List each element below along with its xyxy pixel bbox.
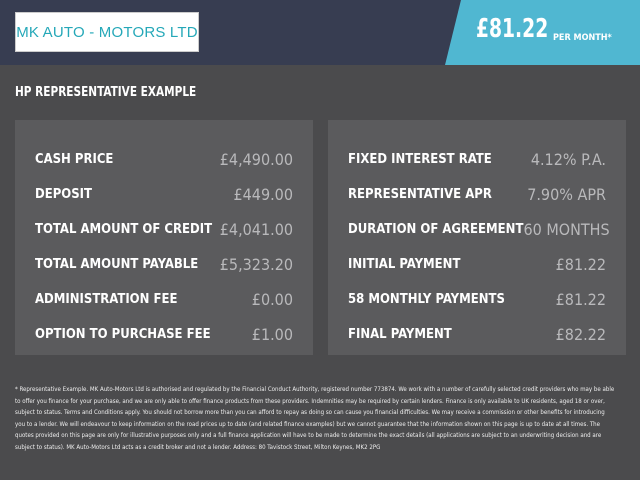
finance-row: CASH PRICE £4,490.00 — [15, 142, 313, 177]
finance-row: OPTION TO PURCHASE FEE £1.00 — [15, 317, 313, 352]
row-label: FIXED INTEREST RATE — [348, 152, 492, 167]
finance-row: TOTAL AMOUNT PAYABLE £5,323.20 — [15, 247, 313, 282]
row-value: £449.00 — [233, 185, 293, 204]
row-label: TOTAL AMOUNT OF CREDIT — [35, 222, 213, 237]
finance-row: FIXED INTEREST RATE 4.12% P.A. — [328, 142, 626, 177]
row-value: 7.90% APR — [527, 185, 606, 204]
finance-row: ADMINISTRATION FEE £0.00 — [15, 282, 313, 317]
finance-row: DEPOSIT £449.00 — [15, 177, 313, 212]
row-value: £81.22 — [555, 290, 606, 309]
finance-row: TOTAL AMOUNT OF CREDIT £4,041.00 — [15, 212, 313, 247]
finance-row: FINAL PAYMENT £82.22 — [328, 317, 626, 352]
finance-row: REPRESENTATIVE APR 7.90% APR — [328, 177, 626, 212]
row-value: £82.22 — [555, 325, 606, 344]
row-value: 4.12% P.A. — [530, 150, 606, 169]
row-value: £81.22 — [555, 255, 606, 274]
row-label: FINAL PAYMENT — [348, 327, 452, 342]
finance-details-right: FIXED INTEREST RATE 4.12% P.A. REPRESENTA… — [328, 120, 626, 355]
row-label: REPRESENTATIVE APR — [348, 187, 492, 202]
row-label: OPTION TO PURCHASE FEE — [35, 327, 211, 342]
row-label: INITIAL PAYMENT — [348, 257, 461, 272]
finance-row: INITIAL PAYMENT £81.22 — [328, 247, 626, 282]
row-value: £0.00 — [251, 290, 293, 309]
dealer-logo[interactable]: MK AUTO - MOTORS LTD — [15, 12, 199, 52]
row-label: DURATION OF AGREEMENT — [348, 222, 524, 237]
row-value: £1.00 — [251, 325, 293, 344]
row-label: CASH PRICE — [35, 152, 114, 167]
header: MK AUTO - MOTORS LTD £81.22 PER MONTH* — [0, 0, 640, 65]
row-value: £4,490.00 — [219, 150, 293, 169]
monthly-price-banner — [445, 0, 640, 65]
row-label: 58 MONTHLY PAYMENTS — [348, 292, 505, 307]
finance-details-left: CASH PRICE £4,490.00 DEPOSIT £449.00 TOTAL… — [15, 120, 313, 355]
section-title: HP REPRESENTATIVE EXAMPLE — [15, 85, 197, 100]
per-month-label: PER MONTH* — [553, 33, 612, 43]
disclaimer-text: * Representative Example. MK Auto-Motors… — [15, 386, 615, 451]
row-value: 60 MONTHS — [523, 220, 610, 239]
row-label: DEPOSIT — [35, 187, 92, 202]
row-value: £5,323.20 — [219, 255, 293, 274]
row-label: TOTAL AMOUNT PAYABLE — [35, 257, 199, 272]
row-value: £4,041.00 — [219, 220, 293, 239]
monthly-price: £81.22 — [476, 14, 549, 44]
row-label: ADMINISTRATION FEE — [35, 292, 178, 307]
finance-row: DURATION OF AGREEMENT 60 MONTHS — [328, 212, 626, 247]
finance-row: 58 MONTHLY PAYMENTS £81.22 — [328, 282, 626, 317]
